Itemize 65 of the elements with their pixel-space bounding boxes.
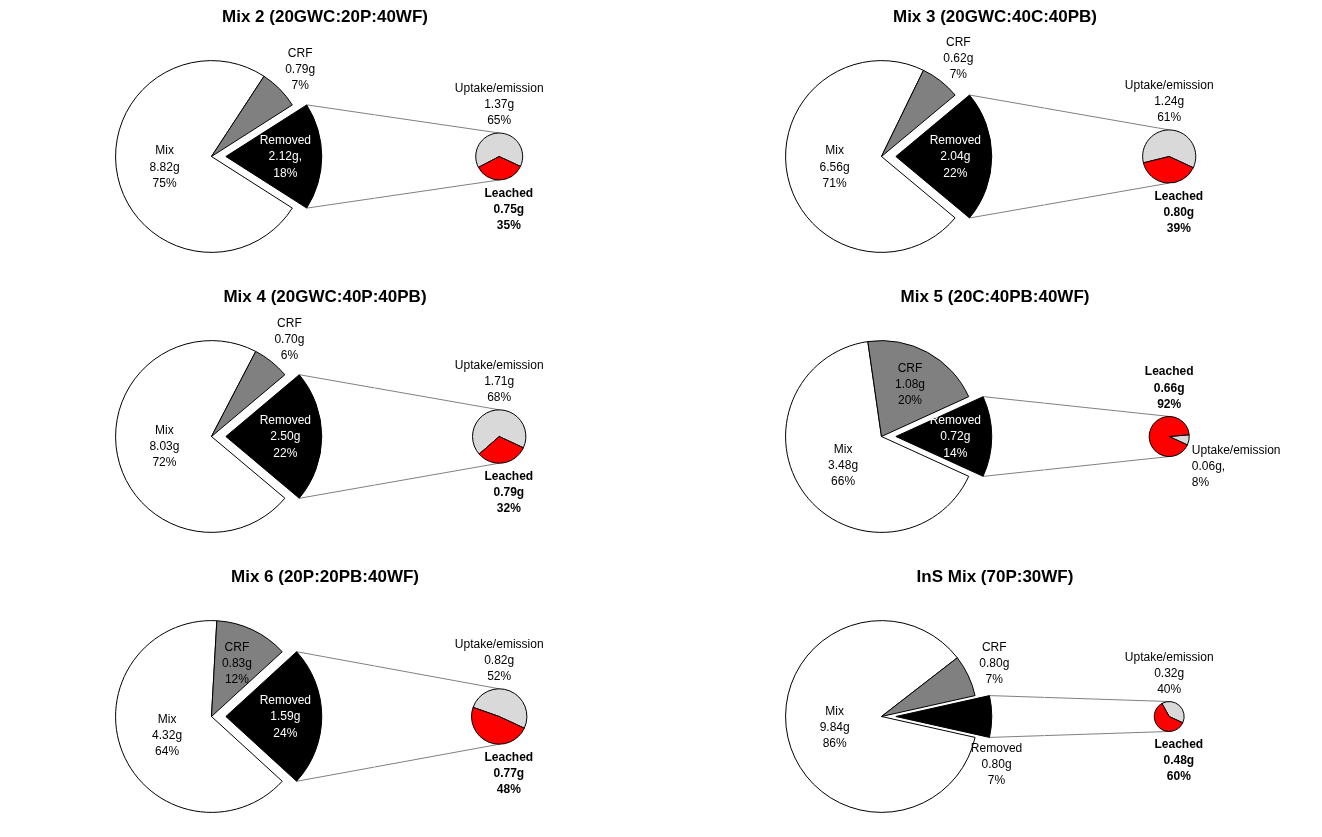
data-label: 8.03g 72%	[149, 438, 180, 469]
data-label: 0.77g 48%	[493, 766, 525, 797]
slice-label: Removed	[929, 133, 981, 148]
data-label: 1.08g 20%	[894, 377, 925, 408]
data-label: 1.37g 65%	[484, 97, 515, 128]
data-label: 0.32g 40%	[1154, 665, 1185, 696]
slice-label: CRF	[897, 361, 923, 376]
slice-label: Mix	[833, 442, 853, 457]
data-label: 8.82g 75%	[149, 159, 180, 190]
slice-label: Uptake/emission	[1124, 77, 1214, 92]
data-label: 0.79g 32%	[493, 485, 525, 516]
slice-label: Leached	[1154, 737, 1204, 752]
data-label: 1.24g 61%	[1154, 94, 1185, 125]
data-label: 2.04g 22%	[940, 149, 971, 180]
data-label: 0.82g 52%	[484, 652, 515, 684]
slice-label: Uptake/emission	[1191, 442, 1281, 457]
slice-label: Mix	[825, 703, 845, 718]
slice-label: Uptake/emission	[1124, 649, 1214, 664]
data-label: 1.59g 24%	[270, 709, 301, 740]
slice-label: Removed	[259, 693, 311, 708]
slice-label: Removed	[259, 133, 311, 148]
slice-label: CRF	[287, 45, 313, 60]
data-label: 0.72g 14%	[940, 429, 971, 460]
data-label: 0.75g 35%	[493, 201, 525, 232]
slice-label: Uptake/emission	[454, 81, 544, 96]
chart-title: Mix 6 (20P:20PB:40WF)	[231, 566, 419, 588]
data-label: 0.06g, 8%	[1191, 458, 1226, 490]
slice-label: CRF	[981, 640, 1007, 655]
slice-label: Leached	[484, 468, 534, 483]
slice-label: CRF	[946, 35, 971, 50]
slice-label: Mix	[825, 143, 844, 158]
data-label: 2.12g, 18%	[268, 149, 303, 180]
chart-title: Mix 2 (20GWC:20P:40WF)	[222, 6, 428, 28]
chart-title: InS Mix (70P:30WF)	[916, 566, 1074, 588]
data-label: 0.70g 6%	[274, 332, 305, 363]
chart-title: Mix 3 (20GWC:40C:40PB)	[892, 6, 1098, 28]
chart-title: Mix 5 (20C:40PB:40WF)	[900, 286, 1090, 308]
chart-title: Mix 4 (20GWC:40P:40PB)	[223, 286, 427, 308]
slice-label: Leached	[484, 185, 534, 200]
slice-label: Removed	[259, 413, 311, 428]
slice-label: Leached	[484, 749, 534, 764]
slice-label: Uptake/emission	[454, 357, 544, 372]
slice-label: CRF	[277, 316, 302, 331]
slice-label: Uptake/emission	[454, 636, 544, 651]
data-label: 0.80g 7%	[979, 656, 1010, 687]
data-label: 0.79g 7%	[285, 61, 316, 92]
slice-label: Leached	[1154, 188, 1204, 203]
slice-label: CRF	[224, 639, 250, 654]
data-label: 9.84g 86%	[819, 719, 850, 751]
slice-label: Removed	[970, 740, 1023, 755]
data-label: 0.80g 7%	[981, 756, 1012, 787]
slice-label: Mix	[155, 143, 174, 158]
data-label: 0.83g 12%	[221, 655, 252, 686]
slice-label: Mix	[155, 422, 174, 437]
data-label: 0.62g 7%	[943, 51, 974, 82]
slice-label: Mix	[157, 711, 177, 726]
slice-label: Leached	[1144, 364, 1194, 379]
data-label: 0.66g 92%	[1153, 380, 1185, 411]
data-label: 6.56g 71%	[819, 159, 850, 190]
data-label: 4.32g 64%	[152, 727, 183, 758]
data-label: 0.48g 60%	[1163, 753, 1195, 784]
data-label: 3.48g 66%	[828, 458, 859, 489]
data-label: 1.71g 68%	[484, 373, 515, 405]
data-label: 0.80g 39%	[1163, 204, 1195, 236]
data-label: 2.50g 22%	[270, 429, 301, 460]
